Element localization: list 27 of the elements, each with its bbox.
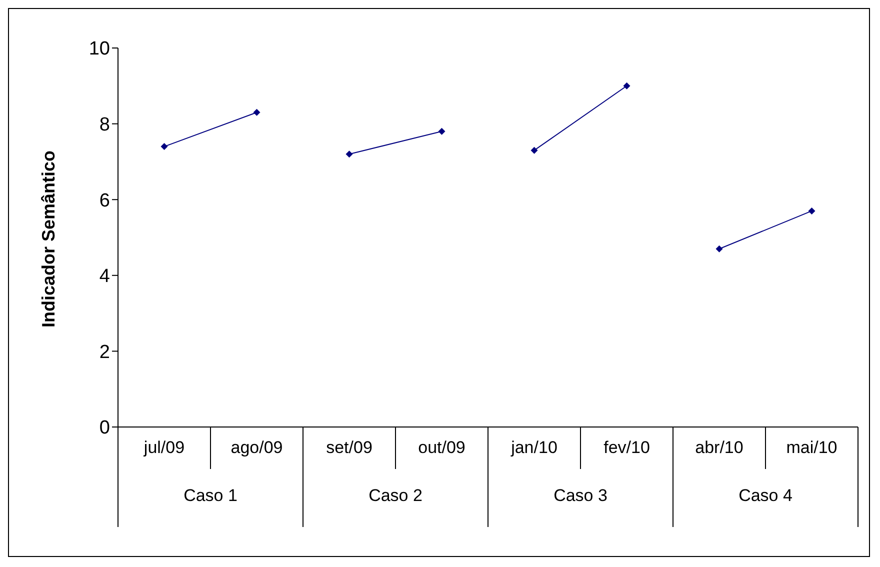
x-tick-label: ago/09 bbox=[230, 438, 283, 457]
y-tick-label: 6 bbox=[99, 190, 110, 212]
point bbox=[808, 207, 816, 214]
y-tick-label: 4 bbox=[99, 266, 110, 288]
point bbox=[623, 82, 630, 90]
point bbox=[160, 143, 168, 150]
x-tick-label: fev/10 bbox=[604, 438, 650, 457]
point bbox=[253, 108, 260, 116]
x-tick-label: jan/10 bbox=[510, 438, 558, 457]
text: Caso 1 bbox=[184, 486, 238, 505]
text: Caso 2 bbox=[368, 486, 422, 505]
y-tick-label: 8 bbox=[99, 114, 110, 136]
x-tick-label: jul/09 bbox=[142, 438, 185, 457]
x-tick-label: mai/10 bbox=[786, 438, 838, 457]
point bbox=[346, 150, 353, 158]
text: Caso 4 bbox=[738, 486, 792, 505]
point bbox=[438, 128, 446, 135]
point bbox=[530, 146, 538, 154]
point bbox=[716, 245, 723, 252]
x-tick-label: abr/10 bbox=[695, 438, 744, 457]
y-tick-label: 2 bbox=[99, 342, 110, 363]
x-tick-label: out/09 bbox=[418, 438, 466, 457]
y-axis-title: Indicador Semântico bbox=[38, 150, 58, 328]
x-tick-label: set/09 bbox=[326, 438, 372, 457]
text: Caso 3 bbox=[554, 486, 608, 505]
y-tick-label: 0 bbox=[99, 418, 110, 439]
y-tick-label: 10 bbox=[88, 38, 110, 60]
